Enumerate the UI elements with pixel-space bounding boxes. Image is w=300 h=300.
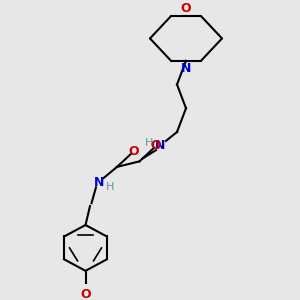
Text: N: N xyxy=(181,62,191,75)
Text: N: N xyxy=(155,140,166,152)
Text: O: O xyxy=(151,140,161,152)
Text: N: N xyxy=(94,176,104,189)
Text: H: H xyxy=(145,138,153,148)
Text: O: O xyxy=(80,288,91,300)
Text: O: O xyxy=(181,2,191,15)
Text: O: O xyxy=(128,145,139,158)
Text: H: H xyxy=(106,182,115,192)
